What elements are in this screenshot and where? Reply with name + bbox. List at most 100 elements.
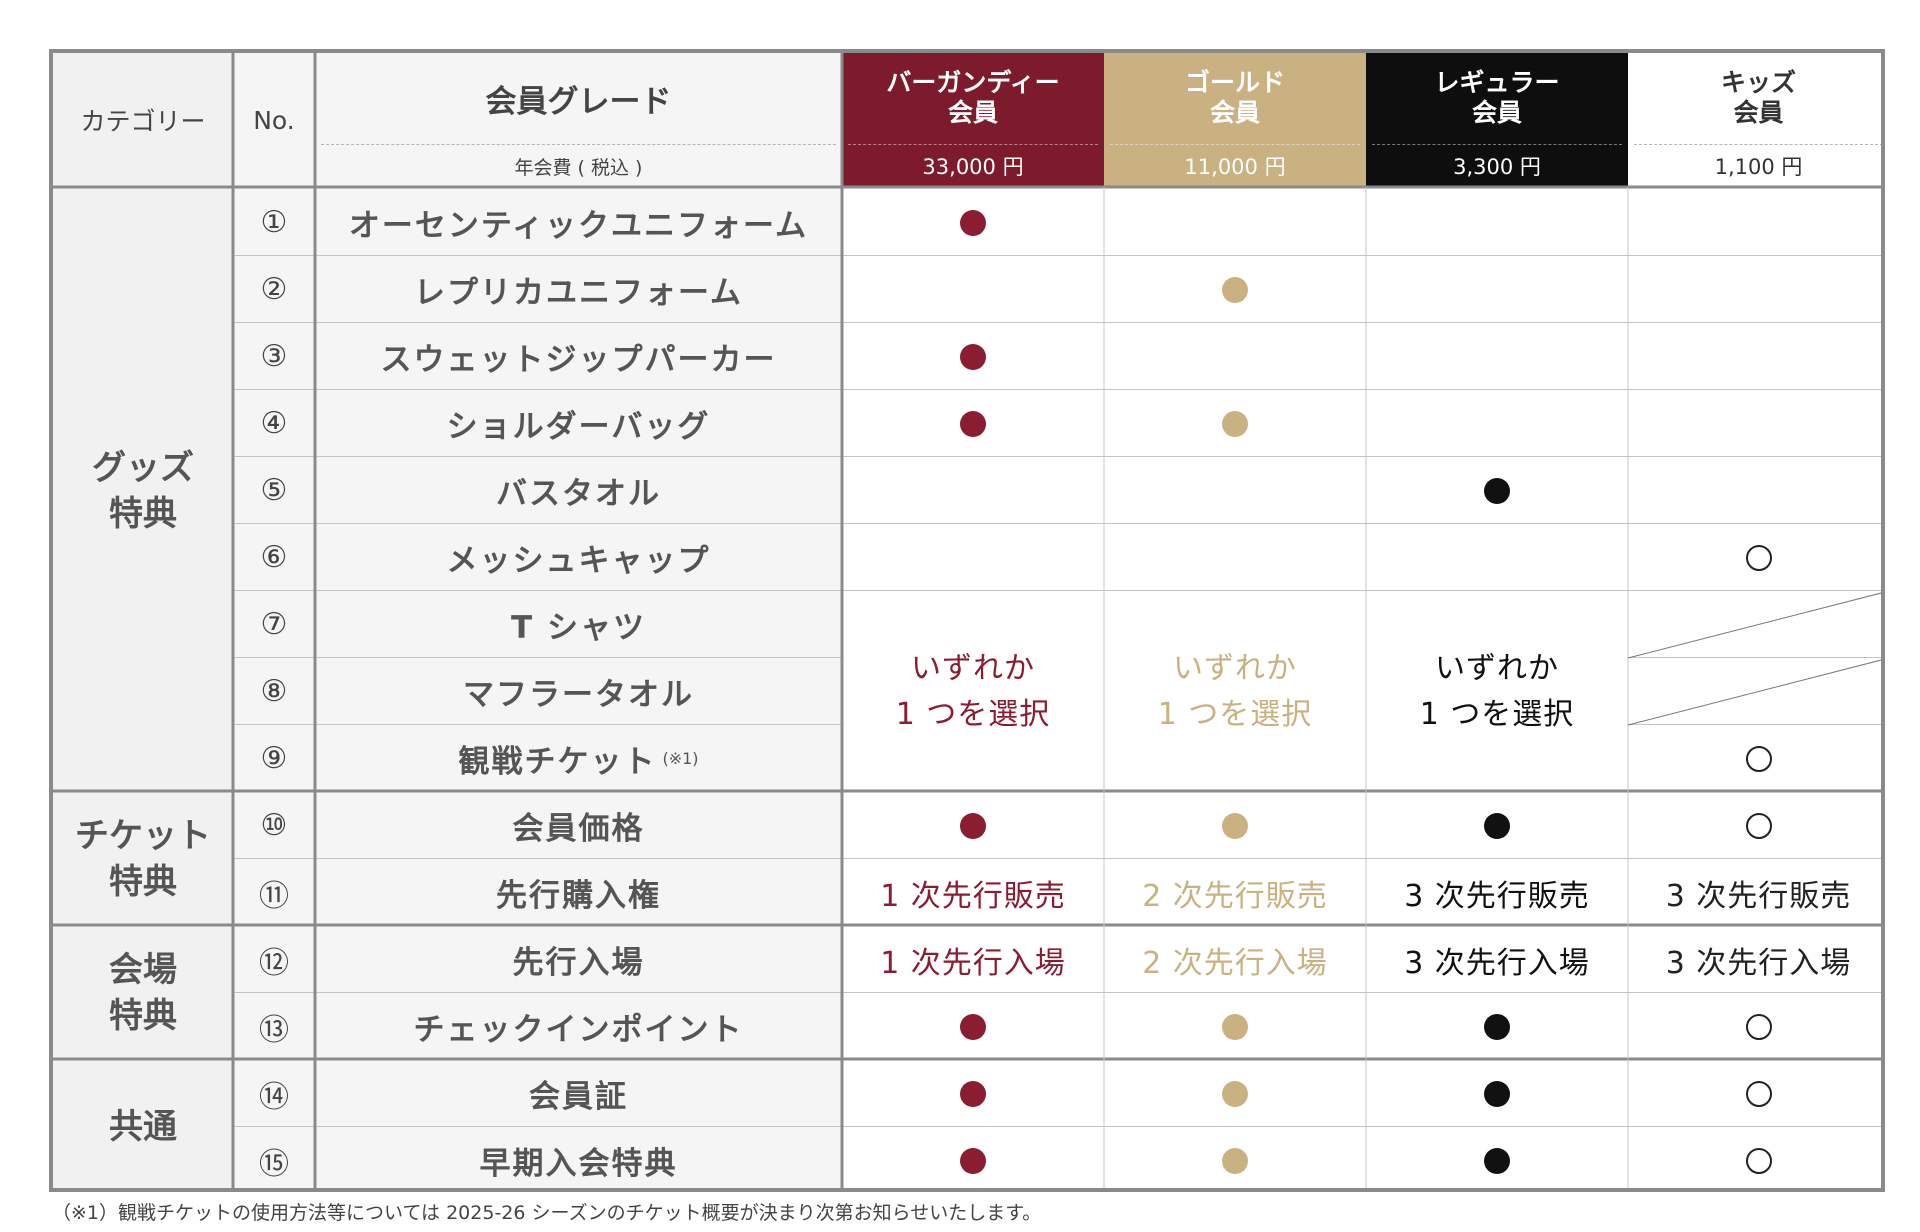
row-number: ⑪: [233, 859, 315, 926]
category-cell-4: 共通: [53, 1060, 233, 1188]
category-label: グッズ 特典: [92, 447, 194, 534]
row-number: ⑫: [233, 926, 315, 993]
filled-circle-icon: [1484, 1080, 1510, 1107]
category-label: チケット 特典: [75, 816, 211, 902]
row-item: チェックインポイント: [315, 993, 842, 1060]
tier-name-cell: ゴールド 会員: [1104, 53, 1366, 143]
row-number-label: ⑤: [260, 473, 288, 508]
benefit-label: メッシュキャップ: [446, 543, 711, 579]
header-category: カテゴリー: [53, 53, 233, 187]
row-number-label: ⑫: [259, 945, 289, 981]
benefit-cell: [842, 792, 1104, 859]
row-item: マフラータオル: [315, 658, 842, 725]
benefit-label: レプリカユニフォーム: [413, 275, 744, 311]
choose-one-line1: いずれか: [911, 650, 1035, 686]
benefit-cell: 1 次先行販売: [842, 859, 1104, 926]
tier-header-4: キッズ 会員 1,100 円: [1628, 53, 1881, 187]
choose-one-cell-2: いずれか 1 つを選択: [1104, 591, 1366, 792]
benefit-cell: [1104, 1060, 1366, 1127]
filled-circle-icon: [960, 209, 986, 236]
row-item: スウェットジップパーカー: [315, 323, 842, 390]
filled-circle-icon: [960, 1080, 986, 1107]
row-number: ⑥: [233, 524, 315, 591]
benefit-label: ショルダーバッグ: [446, 409, 711, 445]
not-applicable-slash: [1627, 659, 1881, 726]
tier-header-divider: [1110, 144, 1360, 145]
row-number: ⑩: [233, 792, 315, 859]
row-number-label: ⑭: [259, 1079, 289, 1115]
tier-header-divider: [1634, 144, 1881, 145]
row-item: 会員証: [315, 1060, 842, 1127]
tier-fee-cell: 1,100 円: [1628, 145, 1881, 187]
benefit-cell: 3 次先行販売: [1366, 859, 1628, 926]
filled-circle-icon: [1484, 812, 1510, 839]
category-column-bg: [53, 53, 233, 1188]
row-number: ③: [233, 323, 315, 390]
tier-name: バーガンディー 会員: [886, 68, 1060, 127]
row-item: メッシュキャップ: [315, 524, 842, 591]
choose-one-line2: 1 つを選択: [895, 696, 1051, 732]
footnote: （※1）観戦チケットの使用方法等については 2025-26 シーズンのチケット概…: [52, 1202, 1042, 1224]
benefit-label: チェックインポイント: [413, 1012, 744, 1048]
row-number: ⑨: [233, 725, 315, 792]
benefit-cell: [842, 1060, 1104, 1127]
open-circle-icon: [1745, 745, 1772, 772]
membership-comparison-table: カテゴリー No. 会員グレード 年会費 ( 税込 ) バーガンディー 会員 33,000…: [49, 49, 1885, 1192]
row-number: ②: [233, 256, 315, 323]
category-cell-1: グッズ 特典: [53, 189, 233, 792]
row-item: T シャツ: [315, 591, 842, 658]
tier-fee-cell: 11,000 円: [1104, 145, 1366, 187]
filled-circle-icon: [1222, 1080, 1248, 1107]
row-number-label: ④: [260, 406, 288, 441]
choose-one-line2: 1 つを選択: [1419, 696, 1575, 732]
row-number-label: ⑦: [260, 607, 288, 642]
tier-fee-cell: 33,000 円: [842, 145, 1104, 187]
open-circle-icon: [1745, 1147, 1772, 1174]
benefit-value: 2 次先行販売: [1142, 878, 1328, 914]
benefit-cell: [842, 323, 1104, 390]
filled-circle-icon: [960, 1147, 986, 1174]
choose-one-cell-3: いずれか 1 つを選択: [1366, 591, 1628, 792]
benefit-cell: [842, 993, 1104, 1060]
filled-circle-icon: [1484, 1147, 1510, 1174]
benefit-cell: 3 次先行販売: [1628, 859, 1881, 926]
filled-circle-icon: [960, 343, 986, 370]
row-item: オーセンティックユニフォーム: [315, 189, 842, 256]
benefit-cell: 1 次先行入場: [842, 926, 1104, 993]
choose-one-cell-1: いずれか 1 つを選択: [842, 591, 1104, 792]
benefit-cell: [1366, 1127, 1628, 1188]
row-item: レプリカユニフォーム: [315, 256, 842, 323]
row-number: ⑧: [233, 658, 315, 725]
filled-circle-icon: [960, 410, 986, 437]
tier-name-cell: キッズ 会員: [1628, 53, 1881, 143]
tier-header-1: バーガンディー 会員 33,000 円: [842, 53, 1104, 187]
category-cell-3: 会場 特典: [53, 926, 233, 1060]
benefit-label: スウェットジップパーカー: [380, 342, 777, 378]
tier-fee: 11,000 円: [1184, 155, 1286, 179]
row-number-label: ⑮: [259, 1146, 289, 1182]
benefit-cell: [1366, 457, 1628, 524]
open-circle-icon: [1745, 812, 1772, 839]
benefit-value: 1 次先行販売: [880, 878, 1066, 914]
benefit-cell: 3 次先行入場: [1628, 926, 1881, 993]
filled-circle-icon: [1222, 1013, 1248, 1040]
benefit-cell: [1366, 1060, 1628, 1127]
row-number: ①: [233, 189, 315, 256]
tier-fee: 3,300 円: [1453, 155, 1541, 179]
header-grade: 会員グレード: [315, 53, 842, 143]
benefit-cell: [842, 390, 1104, 457]
tier-header-divider: [1372, 144, 1622, 145]
row-number: ⑮: [233, 1127, 315, 1188]
benefit-cell: [1104, 792, 1366, 859]
benefit-cell: [1104, 256, 1366, 323]
benefit-value: 3 次先行入場: [1404, 945, 1590, 981]
row-item: 先行購入権: [315, 859, 842, 926]
row-number-label: ⑨: [260, 741, 288, 776]
category-label: 会場 特典: [109, 950, 177, 1036]
fee-header-label: 年会費 ( 税込 ): [514, 156, 643, 179]
benefit-label: 先行購入権: [496, 878, 661, 914]
row-item: 早期入会特典: [315, 1127, 842, 1188]
benefit-cell: [1104, 390, 1366, 457]
row-number-label: ①: [260, 205, 288, 240]
benefit-label: 会員証: [529, 1079, 628, 1115]
